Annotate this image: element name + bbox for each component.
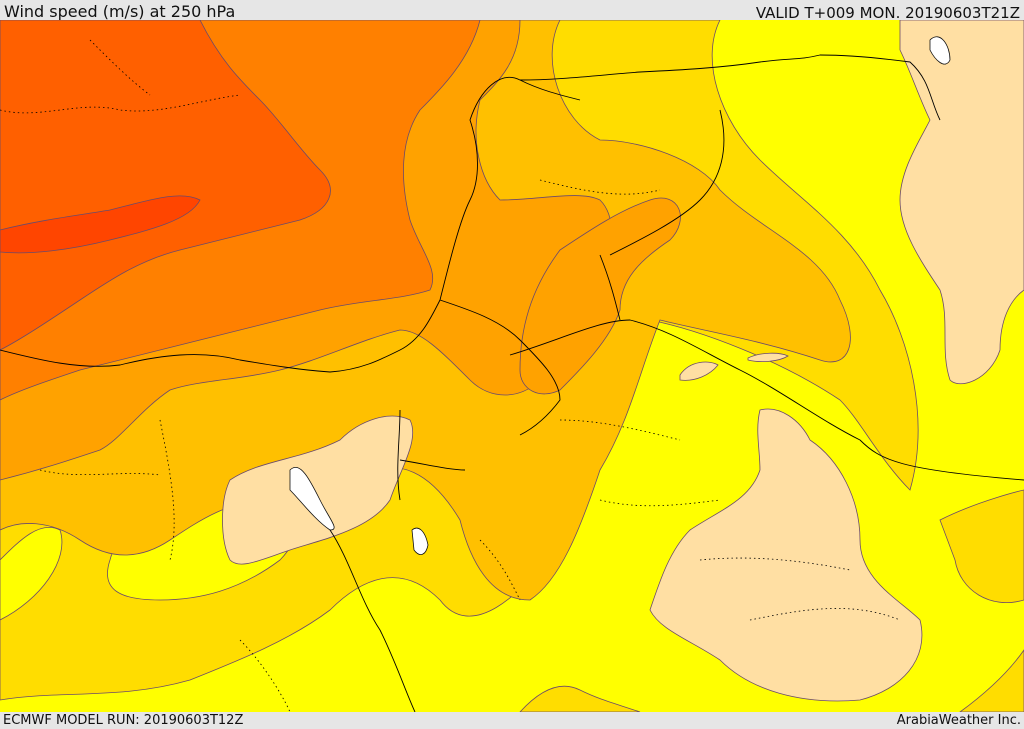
model-run-label: ECMWF MODEL RUN: 20190603T12Z xyxy=(3,713,244,728)
band-light-iran xyxy=(899,20,1024,385)
weather-map[interactable] xyxy=(0,20,1024,712)
map-title: Wind speed (m/s) at 250 hPa xyxy=(4,2,236,21)
band-orange-blob-levant xyxy=(519,197,681,395)
band-dark-orange xyxy=(0,20,331,351)
band-yellow-west-edge xyxy=(0,527,63,621)
band-light-sinai xyxy=(222,415,414,565)
band-light-arabia xyxy=(649,408,923,702)
band-light-spot-1 xyxy=(679,361,719,381)
valid-time: VALID T+009 MON. 20190603T21Z xyxy=(755,4,1020,22)
sea-white-gulf-suez xyxy=(289,467,335,531)
wind-speed-field xyxy=(0,20,1024,712)
band-gold-bottom xyxy=(519,685,641,712)
admin-boundaries xyxy=(0,39,901,712)
brand-label: ArabiaWeather Inc. xyxy=(896,713,1021,728)
sea-white-caspian xyxy=(929,36,951,65)
band-light-spot-2 xyxy=(747,352,789,363)
band-red-orange-core xyxy=(0,195,201,254)
footer-bar: ECMWF MODEL RUN: 20190603T12Z ArabiaWeat… xyxy=(0,712,1024,729)
borders xyxy=(0,54,1024,712)
sea-white-red-sea xyxy=(411,527,429,555)
header-bar: Wind speed (m/s) at 250 hPa VALID T+009 … xyxy=(0,0,1024,22)
